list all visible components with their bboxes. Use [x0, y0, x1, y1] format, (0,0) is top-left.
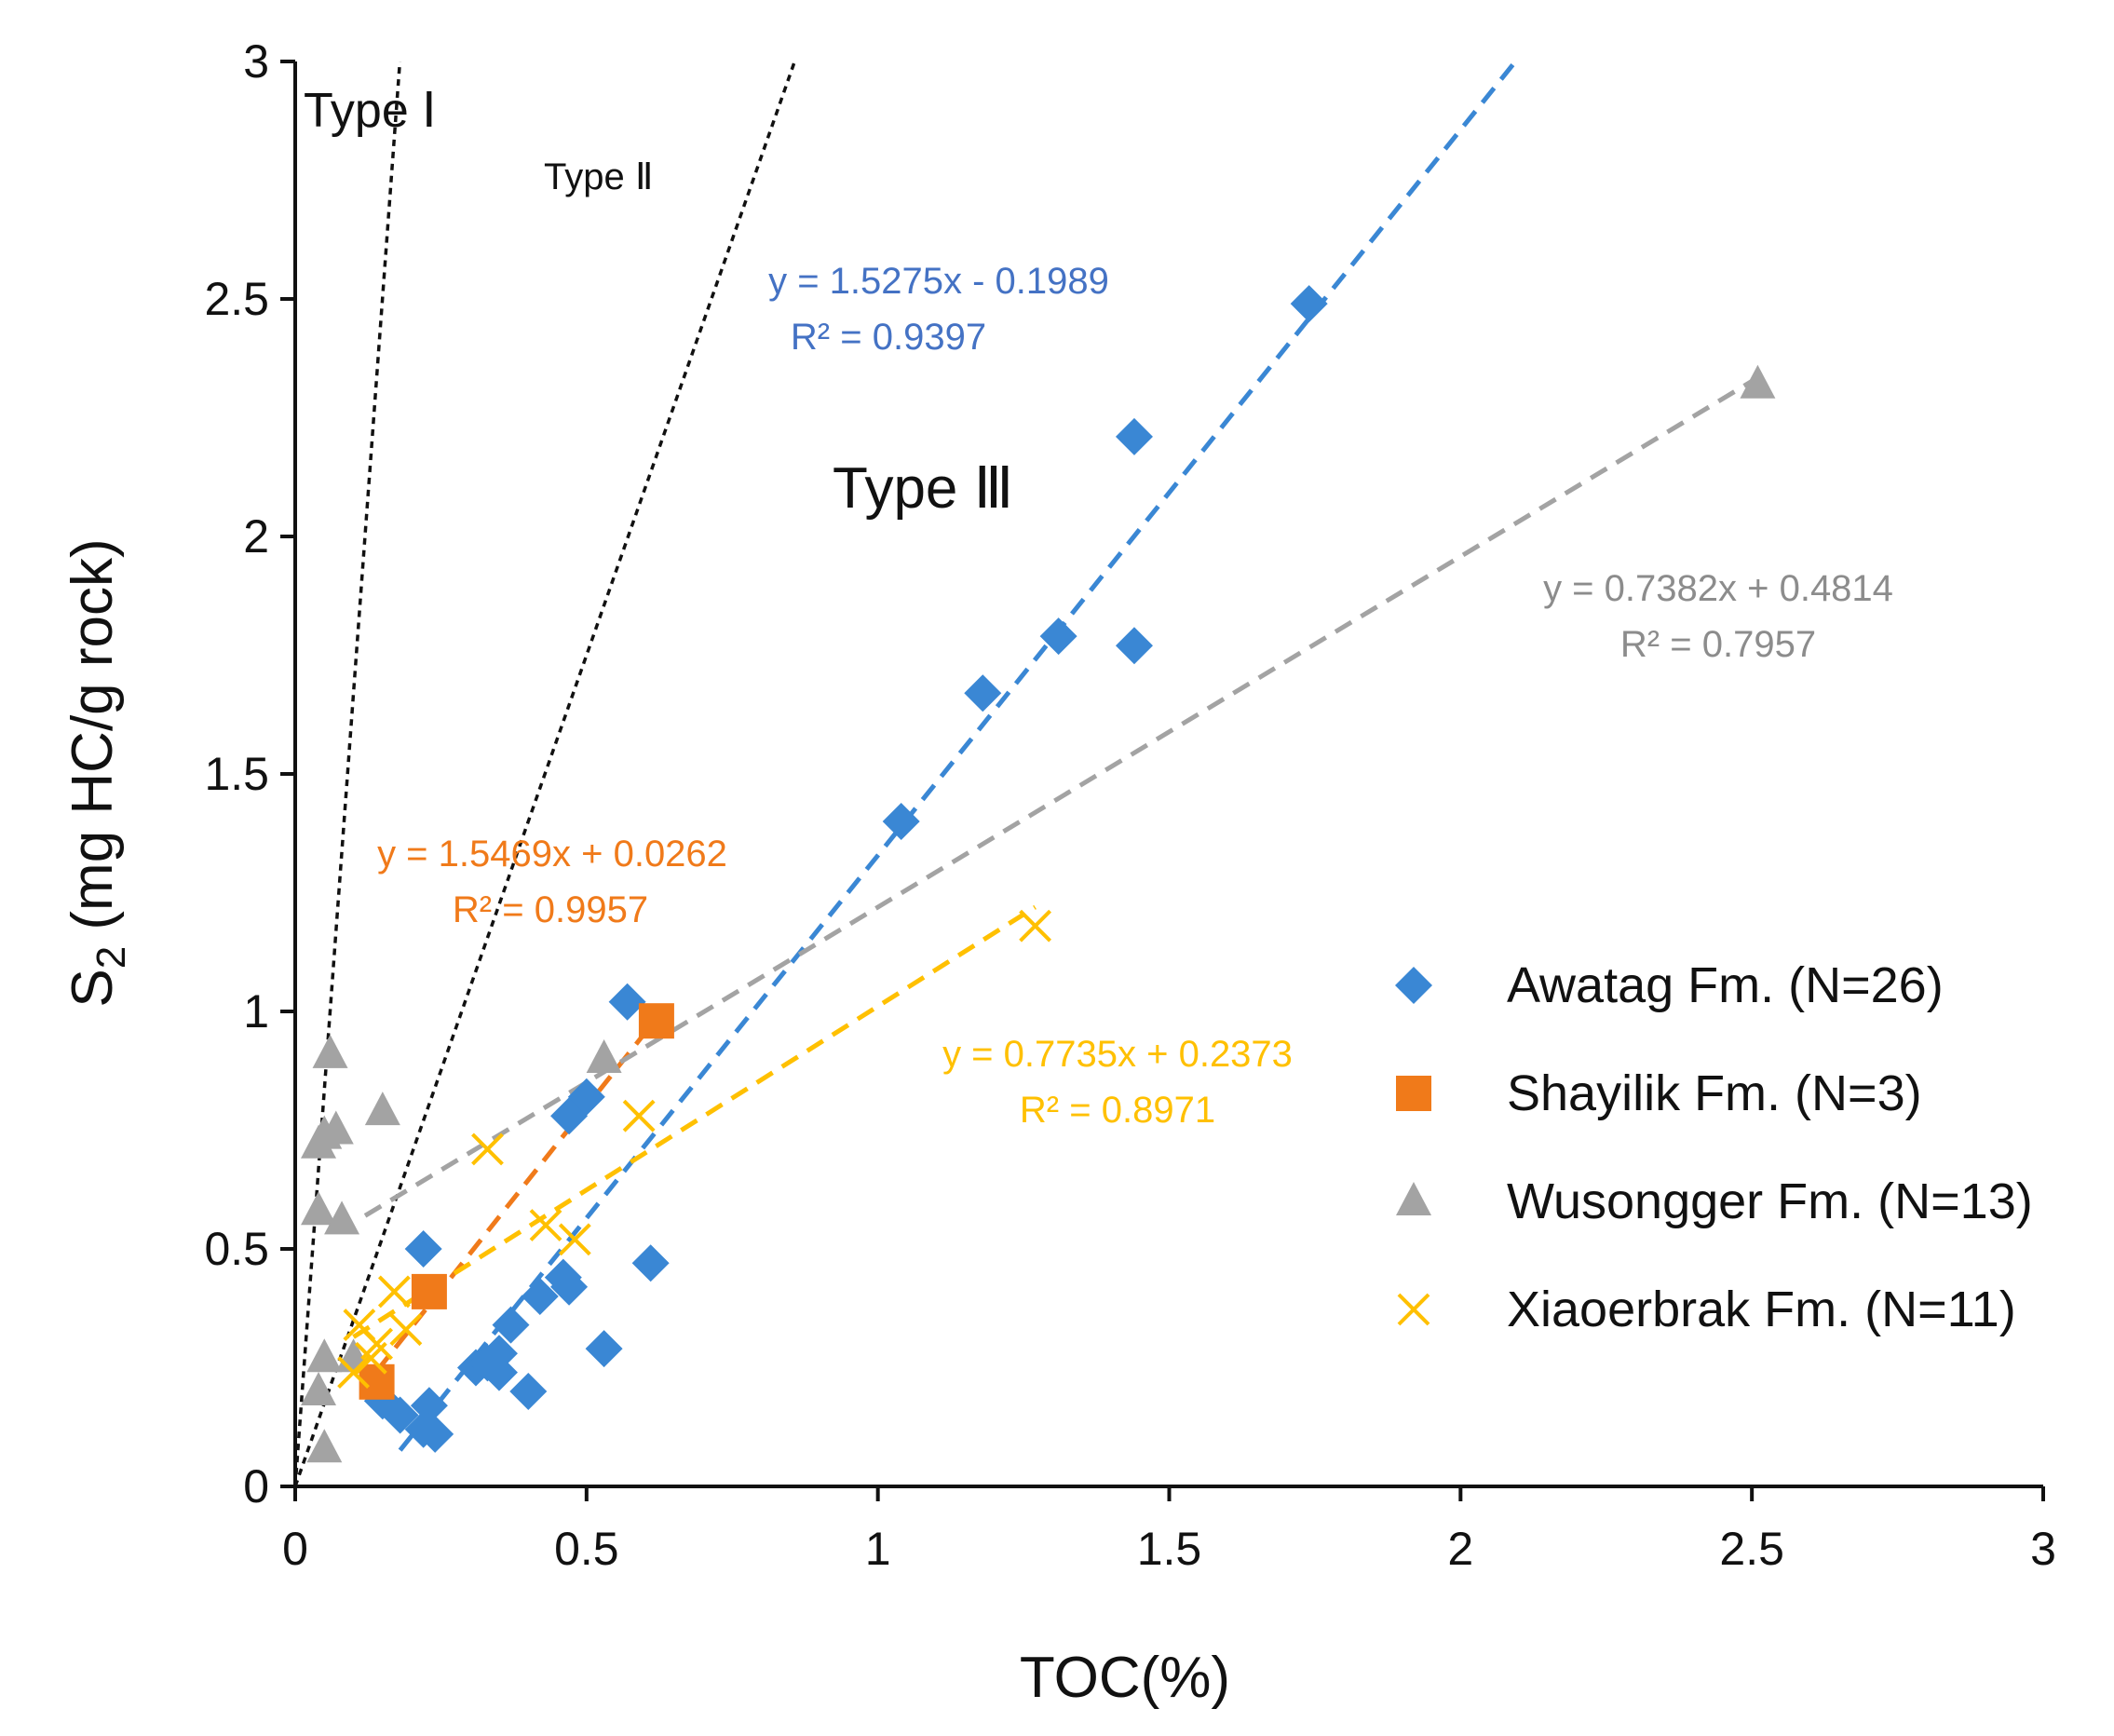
xiaoerbrak-point	[337, 1356, 370, 1390]
y-axis-title: S2 (mg HC/g rock)	[61, 538, 134, 1007]
shayilik-equation: y = 1.5469x + 0.0262	[377, 834, 727, 875]
xiaoerbrak-point	[1019, 909, 1052, 943]
x-axis-ticks: 0 0.5 1 1.5 2 2.5 3	[282, 1486, 2056, 1575]
wusongger-fit-line	[363, 379, 1754, 1218]
legend-label-awatag: Awatag Fm. (N=26)	[1507, 957, 1944, 1013]
y-tick-label: 1	[243, 985, 269, 1038]
wusongger-point	[364, 1092, 400, 1126]
wusongger-point	[1740, 364, 1776, 399]
awatag-point	[550, 1268, 589, 1306]
y-tick-label: 0.5	[204, 1223, 269, 1275]
wusongger-point	[586, 1039, 622, 1073]
regression-lines	[352, 61, 1754, 1452]
awatag-point	[480, 1335, 518, 1373]
x-tick-label: 0	[282, 1523, 308, 1575]
x-tick-label: 1.5	[1137, 1523, 1202, 1575]
shayilik-point	[411, 1273, 447, 1309]
y-tick-label: 2	[243, 510, 269, 563]
wusongger-point	[306, 1338, 343, 1373]
awatag-point	[964, 674, 1002, 712]
awatag-point	[1115, 627, 1153, 665]
x-axis-title: TOC(%)	[1020, 1646, 1230, 1710]
data-points	[301, 285, 1776, 1463]
type-ii-boundary-line	[295, 61, 796, 1486]
y-tick-label: 3	[243, 35, 269, 88]
legend-marker-xiaoerbrak	[1397, 1293, 1430, 1326]
legend-marker-shayilik	[1396, 1076, 1431, 1111]
wusongger-equation: y = 0.7382x + 0.4814	[1543, 568, 1893, 609]
awatag-point	[404, 1230, 442, 1268]
xiaoerbrak-fit-line	[352, 904, 1037, 1339]
legend-label-shayilik: Shayilik Fm. (N=3)	[1507, 1065, 1922, 1121]
x-tick-label: 1	[865, 1523, 891, 1575]
awatag-point	[567, 1078, 605, 1116]
awatag-point	[492, 1306, 530, 1344]
xiaoerbrak-point	[360, 1327, 394, 1361]
xiaoerbrak-point	[471, 1132, 504, 1166]
wusongger-point	[306, 1429, 343, 1463]
legend-marker-awatag	[1395, 967, 1432, 1004]
awatag-point	[882, 803, 920, 840]
wusongger-point	[324, 1200, 360, 1235]
awatag-point	[585, 1330, 623, 1368]
awatag-equation: y = 1.5275x - 0.1989	[768, 261, 1109, 302]
xiaoerbrak-point	[389, 1313, 423, 1347]
awatag-point	[1290, 285, 1328, 323]
awatag-point	[631, 1244, 670, 1282]
legend-label-xiaoerbrak: Xiaoerbrak Fm. (N=11)	[1507, 1282, 2016, 1337]
y-tick-label: 1.5	[204, 748, 269, 800]
wusongger-point	[301, 1191, 337, 1226]
awatag-point	[608, 983, 646, 1021]
type-i-boundary-line	[295, 61, 402, 1486]
y-tick-label: 2.5	[204, 273, 269, 325]
xiaoerbrak-point	[622, 1099, 656, 1132]
wusongger-point	[312, 1034, 348, 1068]
shayilik-fit-line	[374, 1016, 658, 1373]
awatag-point	[480, 1353, 518, 1391]
xiaoerbrak-point	[558, 1223, 591, 1256]
awatag-point	[410, 1387, 448, 1425]
legend: Awatag Fm. (N=26) Shayilik Fm. (N=3) Wus…	[1395, 957, 2033, 1337]
awatag-point	[1039, 617, 1077, 656]
awatag-point	[509, 1373, 548, 1410]
legend-label-wusongger: Wusongger Fm. (N=13)	[1507, 1173, 2033, 1229]
shayilik-point	[638, 1003, 674, 1039]
wusongger-r2: R² = 0.7957	[1620, 624, 1816, 665]
legend-markers	[1395, 967, 1432, 1326]
xiaoerbrak-point	[377, 1275, 411, 1309]
wusongger-point	[318, 1110, 354, 1145]
x-tick-label: 3	[2030, 1523, 2056, 1575]
x-tick-label: 0.5	[554, 1523, 619, 1575]
shayilik-r2: R² = 0.9957	[453, 889, 648, 930]
wusongger-point	[301, 1372, 337, 1405]
awatag-point	[521, 1278, 559, 1315]
type-ii-label: Type Ⅱ	[544, 156, 654, 197]
xiaoerbrak-point	[529, 1209, 562, 1241]
awatag-point	[416, 1415, 454, 1453]
kerogen-boundary-lines	[295, 61, 796, 1486]
xiaoerbrak-equation: y = 0.7735x + 0.2373	[942, 1034, 1293, 1075]
x-tick-label: 2.5	[1719, 1523, 1784, 1575]
y-tick-label: 0	[243, 1460, 269, 1512]
type-i-label: Type Ⅰ	[304, 84, 437, 138]
type-iii-label: Type Ⅲ	[833, 456, 1013, 521]
awatag-point	[1115, 417, 1153, 455]
x-tick-label: 2	[1447, 1523, 1473, 1575]
xiaoerbrak-r2: R² = 0.8971	[1020, 1090, 1215, 1131]
legend-marker-wusongger	[1396, 1182, 1431, 1215]
awatag-r2: R² = 0.9397	[791, 317, 986, 358]
y-axis-ticks: 0 0.5 1 1.5 2 2.5 3	[204, 35, 295, 1512]
